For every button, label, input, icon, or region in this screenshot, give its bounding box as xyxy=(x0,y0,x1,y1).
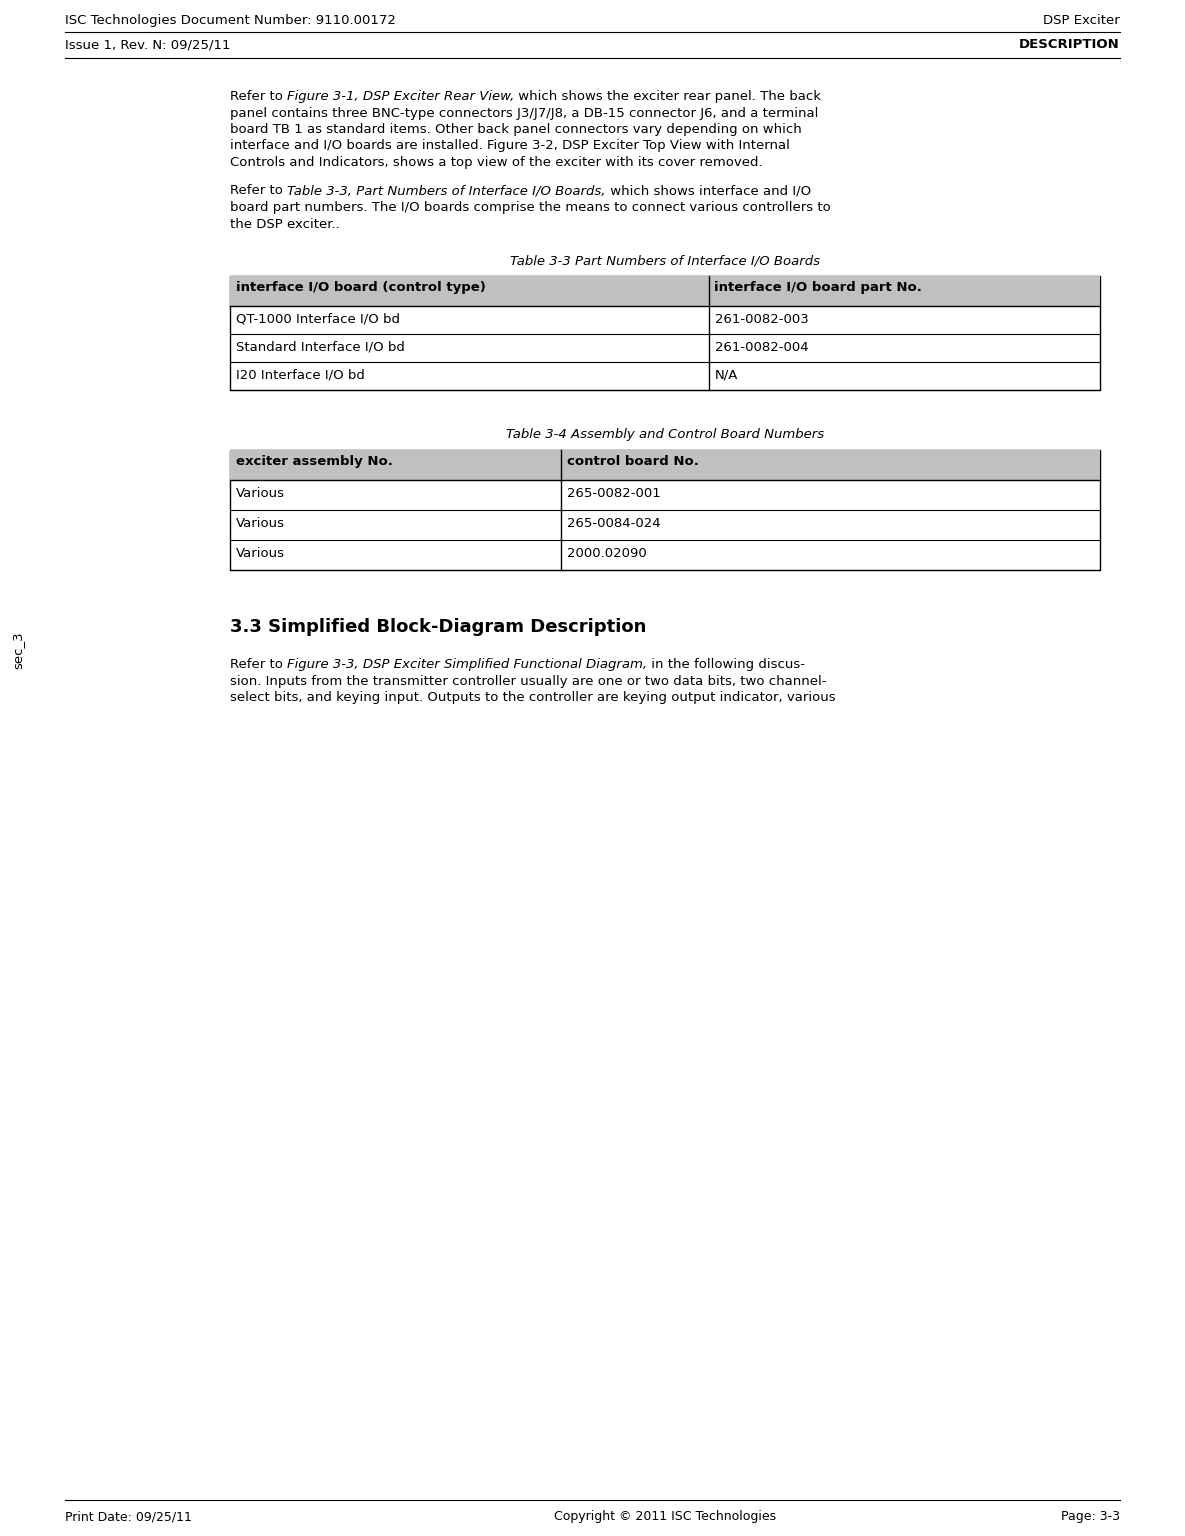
Text: select bits, and keying input. Outputs to the controller are keying output indic: select bits, and keying input. Outputs t… xyxy=(230,691,835,703)
Text: interface I/O board (control type): interface I/O board (control type) xyxy=(236,281,486,293)
Text: control board No.: control board No. xyxy=(566,455,698,468)
Text: interface I/O board part No.: interface I/O board part No. xyxy=(715,281,922,293)
Text: sion. Inputs from the transmitter controller usually are one or two data bits, t: sion. Inputs from the transmitter contro… xyxy=(230,674,826,688)
Text: Various: Various xyxy=(236,487,286,501)
Text: Table 3-3 Part Numbers of Interface I/O Boards: Table 3-3 Part Numbers of Interface I/O … xyxy=(510,253,820,267)
Text: Table 3-4 Assembly and Control Board Numbers: Table 3-4 Assembly and Control Board Num… xyxy=(506,429,824,441)
Text: 265-0082-001: 265-0082-001 xyxy=(566,487,660,501)
Text: Figure 3-3, DSP Exciter Simplified Functional Diagram,: Figure 3-3, DSP Exciter Simplified Funct… xyxy=(287,657,647,671)
Text: Various: Various xyxy=(236,547,286,561)
Text: 265-0084-024: 265-0084-024 xyxy=(566,518,660,530)
Text: I20 Interface I/O bd: I20 Interface I/O bd xyxy=(236,369,365,382)
Text: ISC Technologies Document Number: 9110.00172: ISC Technologies Document Number: 9110.0… xyxy=(65,14,396,28)
Text: the DSP exciter..: the DSP exciter.. xyxy=(230,218,340,230)
Text: Table 3-3, Part Numbers of Interface I/O Boards,: Table 3-3, Part Numbers of Interface I/O… xyxy=(287,184,606,198)
Text: Controls and Indicators, shows a top view of the exciter with its cover removed.: Controls and Indicators, shows a top vie… xyxy=(230,157,763,169)
Text: which shows interface and I/O: which shows interface and I/O xyxy=(606,184,811,198)
Text: interface and I/O boards are installed. Figure 3-2, DSP Exciter Top View with In: interface and I/O boards are installed. … xyxy=(230,140,790,152)
Text: Standard Interface I/O bd: Standard Interface I/O bd xyxy=(236,341,405,353)
Text: 261-0082-004: 261-0082-004 xyxy=(715,341,808,353)
Text: Figure 3-1, DSP Exciter Rear View,: Figure 3-1, DSP Exciter Rear View, xyxy=(287,91,514,103)
Bar xyxy=(230,450,1100,479)
Text: Print Date: 09/25/11: Print Date: 09/25/11 xyxy=(65,1510,192,1524)
Text: 3.3 Simplified Block-Diagram Description: 3.3 Simplified Block-Diagram Description xyxy=(230,617,646,636)
Text: Page: 3-3: Page: 3-3 xyxy=(1061,1510,1120,1524)
Text: Refer to: Refer to xyxy=(230,91,287,103)
Text: 261-0082-003: 261-0082-003 xyxy=(715,313,808,326)
Bar xyxy=(230,276,1100,306)
Text: QT-1000 Interface I/O bd: QT-1000 Interface I/O bd xyxy=(236,313,401,326)
Text: DESCRIPTION: DESCRIPTION xyxy=(1019,38,1120,51)
Text: board part numbers. The I/O boards comprise the means to connect various control: board part numbers. The I/O boards compr… xyxy=(230,201,831,214)
Text: N/A: N/A xyxy=(715,369,738,382)
Text: Copyright © 2011 ISC Technologies: Copyright © 2011 ISC Technologies xyxy=(553,1510,776,1524)
Text: Issue 1, Rev. N: 09/25/11: Issue 1, Rev. N: 09/25/11 xyxy=(65,38,231,51)
Text: board TB 1 as standard items. Other back panel connectors vary depending on whic: board TB 1 as standard items. Other back… xyxy=(230,123,802,137)
Text: 2000.02090: 2000.02090 xyxy=(566,547,646,561)
Bar xyxy=(230,276,1100,390)
Text: Refer to: Refer to xyxy=(230,657,287,671)
Text: exciter assembly No.: exciter assembly No. xyxy=(236,455,393,468)
Text: sec_3: sec_3 xyxy=(12,631,25,668)
Text: DSP Exciter: DSP Exciter xyxy=(1043,14,1120,28)
Text: which shows the exciter rear panel. The back: which shows the exciter rear panel. The … xyxy=(514,91,821,103)
Text: Various: Various xyxy=(236,518,286,530)
Text: panel contains three BNC-type connectors J3/J7/J8, a DB-15 connector J6, and a t: panel contains three BNC-type connectors… xyxy=(230,106,819,120)
Text: in the following discus-: in the following discus- xyxy=(647,657,806,671)
Text: Refer to: Refer to xyxy=(230,184,287,198)
Bar xyxy=(230,450,1100,570)
